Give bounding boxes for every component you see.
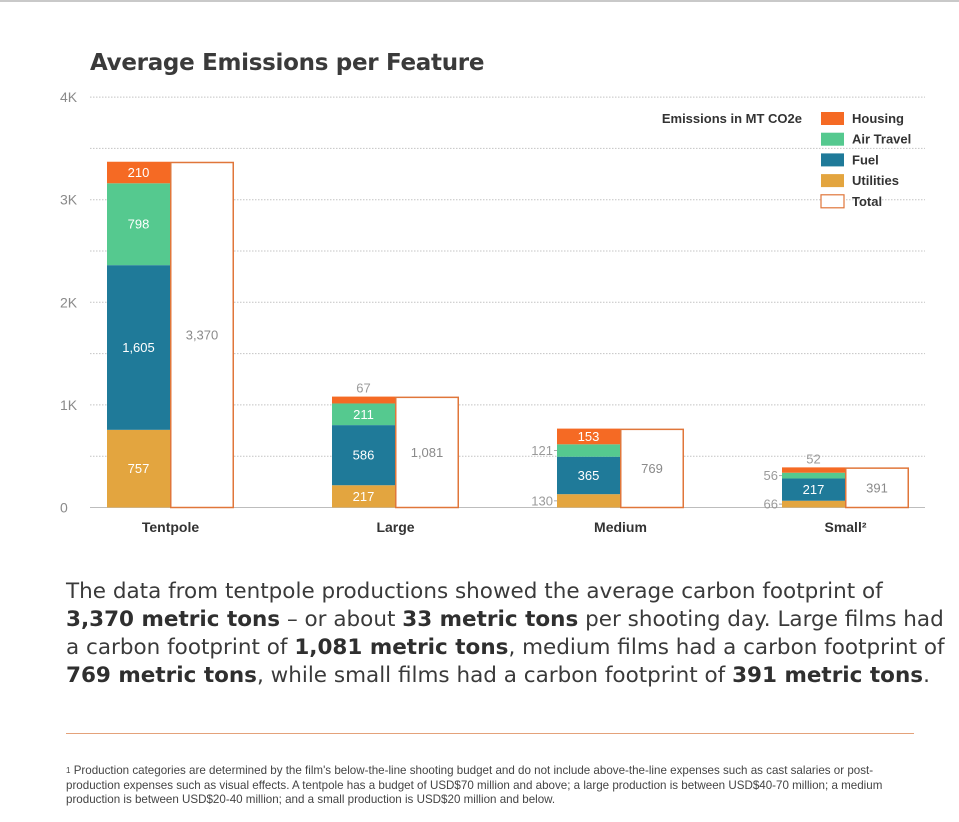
- y-tick-label: 0: [60, 500, 68, 516]
- legend-label: Housing: [852, 111, 904, 126]
- summary-highlight: 391 metric tons: [732, 663, 924, 688]
- bar-fuel: [107, 265, 170, 430]
- bar-fuel: [782, 478, 845, 501]
- legend-label: Total: [852, 194, 882, 209]
- segment-label: 56: [764, 468, 778, 483]
- bar-utilities: [332, 485, 395, 508]
- segment-label: 217: [803, 482, 825, 497]
- total-label: 391: [866, 480, 888, 495]
- bar-air-travel: [782, 472, 845, 479]
- segment-label: 130: [531, 493, 553, 508]
- bar-total: [395, 396, 459, 509]
- legend: Emissions in MT CO2e Housing Air Travel Fue…: [662, 111, 911, 209]
- summary-highlight: 1,081 metric tons: [294, 635, 509, 660]
- legend-title: Emissions in MT CO2e: [662, 111, 802, 126]
- legend-label: Fuel: [852, 152, 879, 167]
- category-label: Small²: [824, 519, 866, 535]
- segment-label: 210: [128, 165, 150, 180]
- bar-total: [845, 467, 909, 509]
- summary-paragraph: The data from tentpole productions showe…: [66, 578, 946, 690]
- summary-text: , medium films had a carbon footprint of: [508, 635, 945, 660]
- bar-fuel: [557, 456, 620, 495]
- chart-title: Average Emissions per Feature: [90, 50, 485, 76]
- y-tick-label: 3K: [60, 192, 78, 208]
- footnote: 1 Production categories are determined b…: [66, 764, 926, 808]
- segment-label: 1,605: [122, 340, 155, 355]
- y-tick-label: 4K: [60, 89, 78, 105]
- emissions-bar-chart: 0 1K 2K 3K 4K 757 1,605 798 210 3,370 217 586 211 67…: [60, 89, 925, 535]
- category-label: Large: [376, 519, 414, 535]
- footnote-marker: 1: [66, 766, 71, 775]
- total-label: 1,081: [411, 445, 444, 460]
- legend-swatch: [821, 174, 844, 188]
- segment-label: 121: [531, 443, 553, 458]
- summary-text: per shooting day. Large films had a carb…: [66, 607, 944, 660]
- segment-label: 52: [806, 451, 820, 466]
- summary-highlight: 33 metric tons: [402, 607, 579, 632]
- legend-swatch: [821, 132, 844, 146]
- total-label: 769: [641, 461, 663, 476]
- segment-label: 365: [578, 468, 600, 483]
- segment-label: 153: [578, 429, 600, 444]
- footnote-text: Production categories are determined by …: [66, 764, 883, 806]
- bar-utilities: [782, 500, 845, 508]
- y-axis: 0 1K 2K 3K 4K: [60, 89, 78, 515]
- bar-utilities: [107, 429, 170, 508]
- bar-air-travel: [332, 403, 395, 426]
- summary-text: .: [923, 663, 930, 688]
- segment-label: 67: [356, 381, 370, 396]
- bar-housing: [557, 428, 620, 445]
- legend-swatch: [821, 112, 844, 125]
- bars: 757 1,605 798 210 3,370 217 586 211 67 1,081 130 36…: [107, 161, 909, 512]
- segment-label: 757: [128, 461, 150, 476]
- bar-air-travel: [107, 183, 170, 266]
- bar-air-travel: [557, 444, 620, 457]
- summary-highlight: 3,370 metric tons: [66, 607, 281, 632]
- legend-label: Utilities: [852, 173, 899, 188]
- legend-swatch: [820, 194, 845, 209]
- x-axis: Tentpole Large Medium Small²: [142, 519, 867, 535]
- category-label: Tentpole: [142, 519, 200, 535]
- bar-fuel: [332, 425, 395, 486]
- summary-text: – or about: [280, 607, 403, 632]
- segment-label: 211: [353, 407, 374, 422]
- bar-housing: [332, 396, 395, 404]
- summary-text: , while small films had a carbon footpri…: [256, 663, 733, 688]
- bar-housing: [782, 467, 845, 473]
- segment-label: 66: [764, 497, 778, 512]
- total-label: 3,370: [186, 328, 219, 343]
- segment-label: 586: [353, 448, 375, 463]
- legend-swatch: [821, 153, 844, 167]
- summary-text: The data from tentpole productions showe…: [66, 579, 883, 604]
- top-rule: [0, 0, 959, 2]
- category-label: Medium: [594, 519, 647, 535]
- bar-housing: [107, 161, 170, 184]
- summary-highlight: 769 metric tons: [66, 663, 257, 688]
- segment-label: 798: [128, 217, 150, 232]
- bar-utilities: [557, 494, 620, 508]
- bar-total: [170, 161, 234, 509]
- y-tick-label: 2K: [60, 294, 78, 310]
- legend-label: Air Travel: [852, 132, 911, 147]
- bar-total: [620, 428, 684, 509]
- segment-label: 217: [353, 489, 375, 504]
- y-tick-label: 1K: [60, 397, 78, 413]
- divider: [66, 733, 914, 734]
